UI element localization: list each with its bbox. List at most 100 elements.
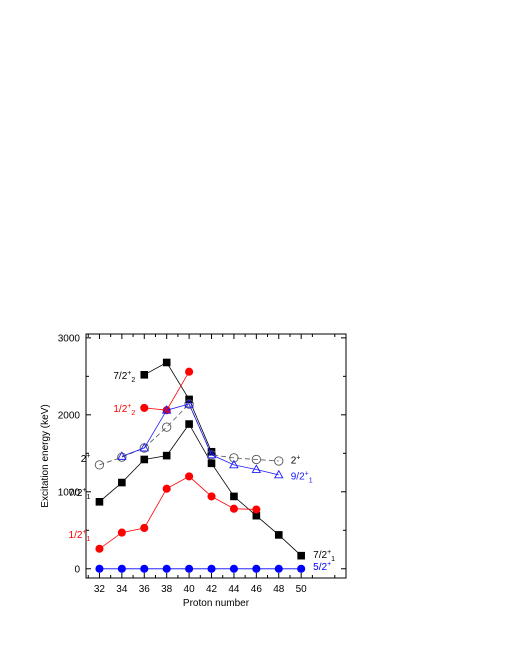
series-line-5 (121, 403, 279, 476)
label-sub-0: 2 (131, 377, 135, 384)
data-point-5-4 (206, 449, 217, 459)
data-point-6-4 (185, 564, 194, 573)
label-main-8: 5/2 (313, 562, 327, 573)
x-tick-label-50: 50 (296, 584, 308, 595)
data-point-4-6 (229, 453, 239, 463)
data-point-2-1 (117, 528, 126, 537)
data-point-0-1 (118, 478, 126, 487)
label-sup-7: + (327, 549, 331, 556)
series-line-4 (99, 403, 279, 466)
data-point-0-3 (162, 451, 171, 460)
series-label-7: 7/2+1 (313, 549, 335, 563)
data-point-2-3 (162, 484, 171, 493)
data-point-2-2 (140, 523, 149, 533)
data-point-3-2 (185, 367, 194, 376)
x-tick-label-34: 34 (116, 584, 128, 595)
data-point-2-7 (252, 505, 261, 514)
series-layer (94, 358, 306, 573)
label-sub-3: 1 (87, 494, 91, 501)
data-point-6-7 (252, 564, 261, 573)
label-layer: 7/2+21/2+22+7/2+11/2+12+9/2+17/2+15/2+ (69, 370, 336, 573)
data-point-6-9 (297, 564, 306, 573)
label-sup-4: + (82, 529, 86, 536)
data-point-0-6 (230, 492, 238, 501)
data-point-4-7 (251, 454, 261, 465)
data-point-0-5 (207, 459, 216, 468)
series-6 (95, 564, 306, 573)
label-sup-0: + (127, 370, 131, 377)
series-line-0 (99, 423, 302, 556)
axes-layer: 32 34 36 38 40 42 44 46 48 50 0 1000 2000 3000 (58, 333, 346, 595)
label-sub-7: 1 (331, 556, 335, 563)
label-main-7: 7/2 (313, 550, 327, 561)
data-point-5-7 (273, 469, 284, 479)
label-main-3: 7/2 (69, 488, 83, 499)
data-point-1-0 (140, 370, 149, 379)
x-axis-title: Proton number (183, 598, 250, 609)
label-sub-6: 1 (309, 478, 313, 485)
data-point-5-0 (117, 451, 127, 460)
series-label-6: 9/2+1 (291, 471, 313, 485)
x-tick-label-44: 44 (228, 584, 240, 595)
data-point-0-9 (297, 551, 305, 560)
data-point-4-8 (274, 456, 284, 466)
data-point-6-1 (117, 564, 126, 573)
data-point-6-2 (140, 564, 149, 573)
series-label-3: 7/2+1 (69, 487, 91, 501)
data-point-5-2 (161, 405, 172, 414)
data-point-2-5 (207, 492, 216, 501)
data-point-6-0 (95, 564, 104, 573)
data-point-0-4 (185, 420, 193, 428)
series-5 (117, 398, 284, 479)
series-label-5: 2+ (291, 454, 301, 466)
label-sup-2: + (86, 453, 90, 460)
series-label-2: 2+ (81, 453, 91, 465)
label-sup-6: + (305, 471, 309, 478)
x-tick-label-38: 38 (161, 584, 173, 595)
label-sub-4: 1 (87, 536, 91, 543)
label-main-4: 1/2 (69, 530, 83, 541)
label-sup-1: + (127, 403, 131, 410)
y-tick-label-3000: 3000 (58, 333, 81, 344)
data-point-5-5 (229, 459, 239, 469)
series-0 (95, 420, 305, 560)
label-main-6: 9/2 (291, 472, 305, 483)
label-main-2: 2 (81, 454, 87, 465)
series-line-3 (144, 371, 190, 411)
label-main-5: 2 (291, 455, 297, 466)
data-point-4-3 (162, 422, 172, 432)
series-label-1: 1/2+2 (113, 403, 135, 417)
series-2 (95, 472, 261, 553)
data-point-0-8 (274, 531, 283, 539)
data-point-1-1 (162, 358, 171, 367)
data-point-2-4 (185, 472, 194, 481)
plot-frame (85, 333, 347, 579)
x-tick-label-40: 40 (184, 584, 196, 595)
series-label-4: 1/2+1 (69, 529, 91, 543)
series-label-8: 5/2+ (313, 561, 331, 573)
label-sup-5: + (296, 454, 300, 461)
data-point-0-2 (140, 455, 149, 464)
data-point-3-0 (140, 403, 149, 412)
y-tick-label-2000: 2000 (58, 410, 81, 421)
y-tick-label-0: 0 (74, 564, 80, 575)
data-point-0-0 (95, 497, 104, 506)
data-point-5-1 (139, 442, 150, 452)
label-sup-8: + (327, 561, 331, 568)
data-point-5-3 (184, 398, 194, 408)
data-point-6-5 (207, 564, 216, 573)
data-point-2-6 (229, 504, 238, 513)
label-sub-1: 2 (131, 410, 135, 417)
label-main-1: 1/2 (113, 404, 127, 415)
data-point-4-0 (94, 460, 105, 470)
y-tick-label-1000: 1000 (58, 487, 81, 498)
label-main-0: 7/2 (113, 371, 127, 382)
data-point-5-6 (251, 464, 262, 473)
label-sup-3: + (82, 487, 86, 494)
x-tick-label-48: 48 (273, 584, 285, 595)
y-axis-title: Excitation energy (keV) (40, 404, 51, 507)
x-tick-label-46: 46 (251, 584, 263, 595)
data-point-2-0 (95, 544, 104, 553)
data-point-6-3 (162, 564, 171, 573)
